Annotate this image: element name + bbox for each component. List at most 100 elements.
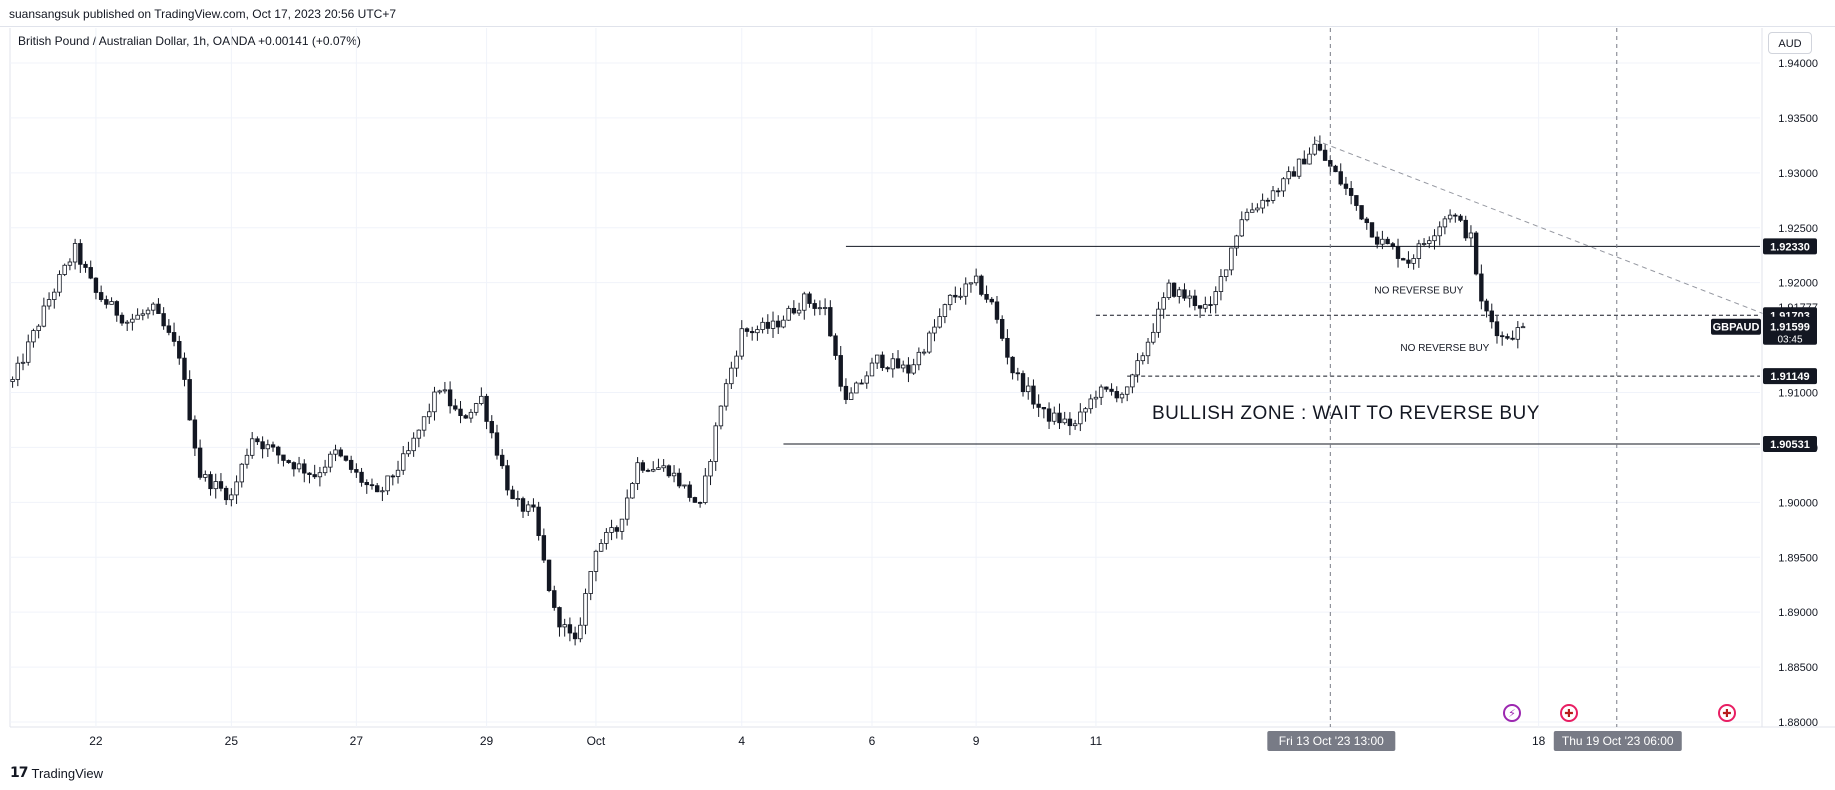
lightning-icon[interactable]: ⚡ — [1503, 704, 1521, 722]
time-tick-label: Oct — [587, 734, 606, 748]
candle-body — [885, 367, 890, 370]
candle-body — [1208, 304, 1213, 306]
candle-body — [276, 446, 281, 456]
candle-body — [302, 463, 307, 474]
candle-body — [786, 307, 791, 321]
candle-body — [197, 447, 203, 478]
candle-body — [723, 383, 729, 407]
candle-body — [520, 498, 526, 512]
candle-body — [1302, 158, 1307, 165]
candle-body — [1177, 289, 1182, 297]
candle-body — [552, 590, 557, 608]
candle-body — [994, 301, 1000, 320]
candle-body — [442, 389, 448, 392]
time-crosshair-label: Fri 13 Oct '23 13:00 — [1279, 734, 1384, 748]
candle-body — [588, 571, 593, 594]
time-tick-label: 11 — [1090, 734, 1103, 748]
candle-body — [213, 481, 218, 490]
candle-body — [98, 292, 104, 300]
candle-body — [927, 332, 932, 353]
time-tick-label: 27 — [350, 734, 364, 748]
candle-body — [1114, 391, 1119, 399]
candle-body — [1484, 300, 1489, 312]
tradingview-logo-icon: 17 — [10, 765, 29, 781]
chart-drawings[interactable]: NO REVERSE BUY NO REVERSE BUY BULLISH ZONE… — [783, 28, 1763, 727]
candle-body — [380, 490, 385, 493]
candle-body — [572, 632, 578, 640]
symbol-legend[interactable]: British Pound / Australian Dollar, 1h, O… — [18, 34, 361, 48]
candle-body — [1093, 396, 1099, 400]
candle-body — [1130, 374, 1135, 388]
candle-body — [1057, 412, 1062, 424]
time-axis[interactable]: 22 25 27 29 Oct 4 6 9 11 18 Fri 13 Oct '23 13:00 Th… — [89, 731, 1682, 751]
candle-body — [963, 283, 968, 297]
candle-body — [1520, 326, 1526, 329]
candle-body — [755, 329, 760, 334]
candle-body — [880, 354, 885, 369]
candle-body — [312, 474, 317, 478]
time-tick-label: 9 — [973, 734, 980, 748]
candle-body — [104, 299, 109, 305]
candle-body — [614, 527, 619, 532]
candle-body — [338, 449, 343, 457]
candle-body — [385, 475, 390, 492]
candle-body — [942, 304, 948, 318]
price-axis[interactable]: 1.940001.935001.930001.925001.920001.917… — [1778, 58, 1818, 729]
candle-body — [911, 364, 916, 374]
candle-body — [718, 405, 724, 427]
candle-body — [703, 475, 708, 503]
candle-body — [598, 543, 604, 552]
candle-body — [578, 624, 583, 640]
candle-body — [390, 475, 396, 478]
candle-body — [1489, 310, 1494, 323]
candle-body — [1364, 218, 1369, 224]
candle-body — [1036, 403, 1041, 408]
candle-body — [697, 501, 703, 504]
candle-body — [78, 243, 83, 265]
uk-flag-icon[interactable]: ✚ — [1718, 704, 1736, 722]
candle-body — [10, 379, 15, 382]
candle-body — [1322, 149, 1328, 161]
candle-body — [760, 321, 765, 330]
candle-body — [682, 484, 687, 487]
candle-body — [947, 294, 953, 306]
footer[interactable]: 17 TradingView — [10, 764, 103, 782]
candle-body — [473, 403, 479, 413]
candle-body — [833, 335, 838, 356]
candle-body — [494, 432, 500, 456]
price-tick-label: 1.92000 — [1778, 278, 1818, 290]
chart-annotation: BULLISH ZONE : WAIT TO REVERSE BUY — [1152, 403, 1540, 424]
candle-body — [1151, 331, 1156, 343]
candle-body — [1166, 282, 1172, 299]
candle-body — [484, 395, 489, 422]
candle-body — [317, 472, 323, 478]
uk-flag-icon[interactable]: ✚ — [1560, 704, 1578, 722]
time-tick-label: 18 — [1532, 734, 1546, 748]
candle-body — [859, 382, 864, 385]
time-label-bg — [1267, 731, 1396, 751]
candle-body — [635, 462, 640, 484]
candle-body — [1312, 143, 1317, 155]
price-level-label: 1.91149 — [1770, 371, 1809, 383]
candle-body — [1145, 341, 1151, 357]
candle-body — [1374, 236, 1380, 245]
candle-body — [609, 527, 614, 533]
candle-body — [796, 309, 802, 314]
candle-body — [1119, 393, 1125, 399]
price-tick-label: 1.91000 — [1778, 388, 1818, 400]
candle-body — [427, 411, 432, 418]
time-tick-label: 4 — [738, 734, 745, 748]
currency-button[interactable]: AUD — [1768, 32, 1812, 54]
candle-body — [83, 263, 88, 268]
candle-body — [1140, 355, 1146, 362]
candle-body — [1442, 218, 1448, 228]
candle-body — [567, 624, 573, 634]
candle-body — [1479, 273, 1484, 302]
candle-body — [541, 535, 547, 561]
candle-body — [984, 293, 989, 300]
candle-body — [1265, 199, 1271, 202]
candle-body — [1026, 385, 1031, 393]
candle-body — [124, 321, 130, 324]
